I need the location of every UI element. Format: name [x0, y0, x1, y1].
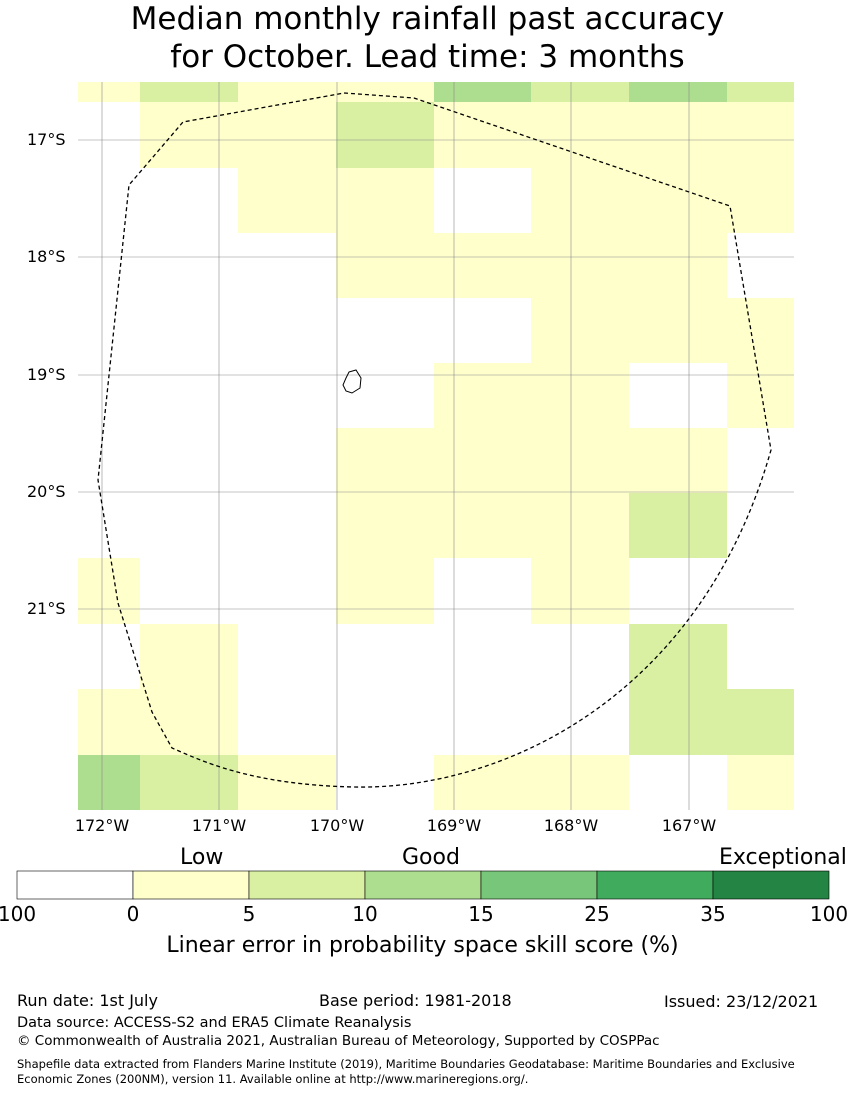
skill-cell [727, 689, 794, 755]
skill-cell [434, 82, 531, 102]
category-exceptional: Exceptional [719, 845, 847, 870]
colorbar-segment [712, 870, 830, 900]
skill-cell [727, 82, 794, 102]
lat-label-20s: 20°S [27, 482, 66, 501]
skill-cell [629, 298, 727, 363]
skill-cell [140, 755, 238, 810]
data-source: Data source: ACCESS-S2 and ERA5 Climate … [17, 1015, 412, 1031]
colorbar-tick: 35 [700, 902, 726, 926]
skill-cell [78, 82, 140, 102]
skill-cell [629, 102, 727, 168]
skill-cell [238, 102, 336, 168]
skill-cell [78, 558, 140, 624]
skill-cell [336, 102, 434, 168]
skill-cell [727, 298, 794, 363]
colorbar-segment [480, 870, 598, 900]
skill-cell [531, 82, 629, 102]
colorbar-label: Linear error in probability space skill … [166, 933, 679, 958]
colorbar-tick: 5 [242, 902, 256, 926]
skill-cell [629, 428, 727, 493]
shapefile-credit-line-2: Economic Zones (200NM), version 11. Avai… [17, 1072, 529, 1086]
skill-cell [336, 493, 434, 558]
skill-cell [531, 102, 629, 168]
skill-cell [531, 493, 629, 558]
skill-cell [238, 82, 336, 102]
skill-cell [336, 82, 434, 102]
lon-label-171w: 171°W [191, 816, 247, 835]
skill-cell [629, 493, 727, 558]
skill-cell [434, 428, 531, 493]
skill-cell [531, 428, 629, 493]
skill-cells [78, 82, 794, 810]
skill-cell [434, 102, 531, 168]
skill-cell [78, 755, 140, 810]
title-line-1: Median monthly rainfall past accuracy [130, 1, 725, 37]
island-outline [342, 369, 362, 394]
skill-cell [727, 102, 794, 168]
skill-cell [629, 689, 727, 755]
chart-title: Median monthly rainfall past accuracy fo… [0, 0, 855, 76]
lon-label-170w: 170°W [309, 816, 365, 835]
lon-label-167w: 167°W [661, 816, 717, 835]
colorbar-segment [248, 870, 366, 900]
colorbar-segment [16, 870, 134, 900]
skill-cell [629, 624, 727, 689]
skill-cell [434, 363, 531, 428]
colorbar-tick: 15 [468, 902, 494, 926]
skill-cell [238, 168, 336, 233]
skill-cell [140, 689, 238, 755]
lon-label-172w: 172°W [74, 816, 130, 835]
colorbar-tick: 100 [0, 902, 37, 926]
skill-cell [140, 102, 238, 168]
skill-cell [531, 363, 629, 428]
base-period: Base period: 1981-2018 [319, 991, 512, 1010]
colorbar-segment [596, 870, 714, 900]
map-gridlines [78, 82, 794, 810]
skill-cell [531, 168, 629, 233]
lon-label-169w: 169°W [426, 816, 482, 835]
skill-cell [531, 558, 629, 624]
run-date: Run date: 1st July [17, 991, 158, 1010]
shapefile-credit-line-1: Shapefile data extracted from Flanders M… [17, 1057, 795, 1071]
skill-cell [336, 428, 434, 493]
skill-cell [434, 493, 531, 558]
skill-cell [629, 233, 727, 298]
skill-cell [78, 689, 140, 755]
skill-cell [727, 363, 794, 428]
colorbar-segment [364, 870, 482, 900]
lat-label-18s: 18°S [27, 247, 66, 266]
eez-boundary [97, 92, 772, 788]
colorbar-tick: 25 [584, 902, 610, 926]
skill-cell [727, 755, 794, 810]
colorbar [16, 870, 830, 900]
lat-label-19s: 19°S [27, 365, 66, 384]
colorbar-tick: 100 [809, 902, 849, 926]
skill-cell [629, 82, 727, 102]
lon-label-168w: 168°W [543, 816, 599, 835]
category-low: Low [180, 845, 224, 870]
skill-cell [531, 298, 629, 363]
issued-date: Issued: 23/12/2021 [664, 992, 819, 1011]
skill-cell [140, 624, 238, 689]
lat-label-21s: 21°S [27, 599, 66, 618]
skill-cell [629, 168, 727, 233]
colorbar-tick: 0 [126, 902, 140, 926]
colorbar-segment [132, 870, 250, 900]
title-line-2: for October. Lead time: 3 months [170, 39, 685, 75]
skill-cell [140, 82, 238, 102]
skill-cell [531, 755, 629, 810]
skill-cell [336, 233, 434, 298]
colorbar-tick: 10 [352, 902, 378, 926]
lat-label-17s: 17°S [27, 130, 66, 149]
skill-cell [434, 755, 531, 810]
skill-cell [336, 558, 434, 624]
skill-cell [531, 233, 629, 298]
skill-cell [434, 233, 531, 298]
category-good: Good [402, 845, 460, 870]
skill-cell [336, 168, 434, 233]
copyright: © Commonwealth of Australia 2021, Austra… [17, 1033, 660, 1049]
skill-cell [727, 168, 794, 233]
